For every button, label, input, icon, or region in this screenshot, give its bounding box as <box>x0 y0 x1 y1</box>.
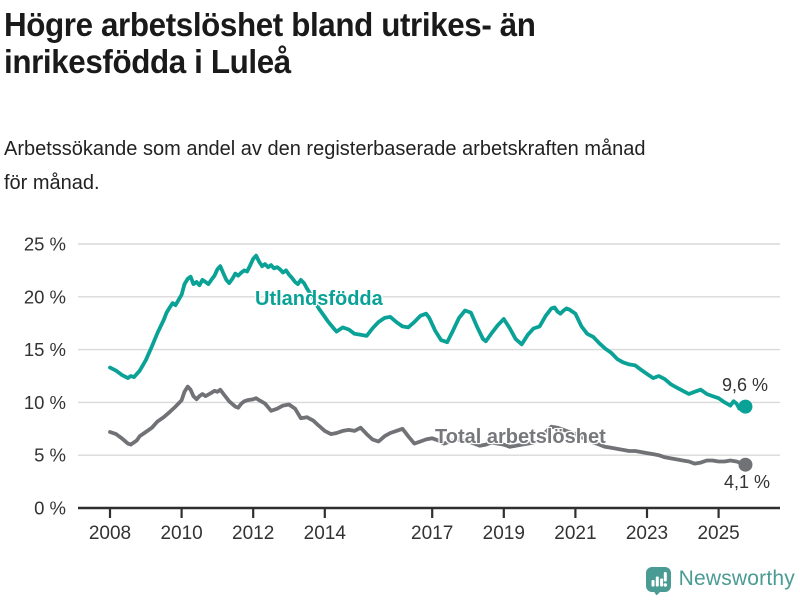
chart-title-line-1: Högre arbetslöshet bland utrikes- än <box>4 6 536 43</box>
y-axis-tick-label: 5 % <box>34 445 66 466</box>
brand-name: Newsworthy <box>678 567 795 590</box>
series-label-utlandsfodda: Utlandsfödda <box>255 288 383 310</box>
y-axis-tick-label: 10 % <box>24 392 66 413</box>
series-label-total-arbetsloshet: Total arbetslöshet <box>435 426 606 448</box>
line-chart-plot-area: 0 % 5 % 10 % 15 % 20 % 25 % 2008 2010 2012 2014 20… <box>24 234 780 544</box>
x-axis-tick-label: 2021 <box>554 523 596 544</box>
x-axis-tick-label: 2012 <box>232 523 274 544</box>
end-value-label-utlandsfodda: 9,6 % <box>722 375 769 395</box>
x-axis-tick-label: 2010 <box>160 523 202 544</box>
x-axis-tick-label: 2019 <box>483 523 525 544</box>
y-axis-tick-label: 0 % <box>34 498 66 519</box>
brand-footer: Newsworthy <box>645 562 795 596</box>
x-axis-tick-label: 2008 <box>89 523 131 544</box>
newsworthy-logo-icon <box>645 567 671 595</box>
chart-subtitle-line-1: Arbetssökande som andel av den registerb… <box>4 138 646 160</box>
series-line-total-arbetsloshet <box>108 384 748 467</box>
chart-subtitle-line-2: för månad. <box>4 172 100 194</box>
chart-title: Högre arbetslöshet bland utrikes- än inri… <box>4 6 536 80</box>
series-line-utlandsfodda <box>108 253 748 411</box>
y-axis-tick-label: 15 % <box>24 339 66 360</box>
y-axis-tick-label: 20 % <box>24 286 66 307</box>
x-axis-tick-label: 2025 <box>697 523 739 544</box>
chart-title-line-2: inrikesfödda i Luleå <box>4 43 291 80</box>
series-end-dot-total-arbetsloshet <box>738 457 753 472</box>
chart-subtitle: Arbetssökande som andel av den registerb… <box>4 132 646 200</box>
x-axis-tick-label: 2017 <box>411 523 453 544</box>
x-axis-tick-label: 2023 <box>626 523 668 544</box>
series-end-dot-utlandsfodda <box>738 399 753 414</box>
y-axis-tick-label: 25 % <box>24 234 66 255</box>
end-value-label-total-arbetsloshet: 4,1 % <box>724 472 771 492</box>
x-axis-tick-label: 2014 <box>304 523 347 544</box>
